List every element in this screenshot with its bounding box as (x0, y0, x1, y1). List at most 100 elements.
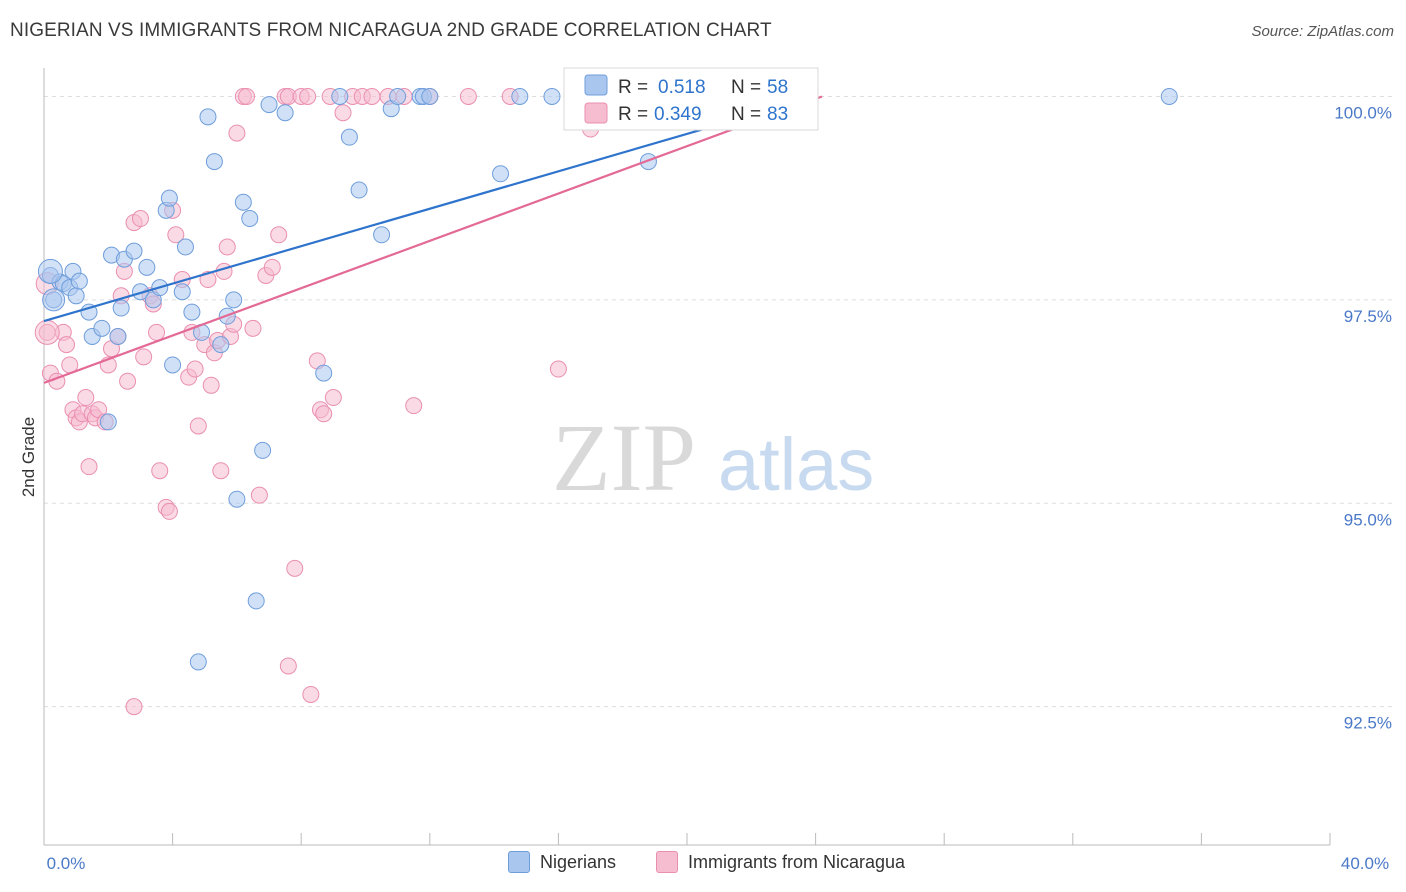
point-nigerians (70, 272, 88, 290)
point-nicaragua (189, 417, 207, 435)
point-nigerians (212, 336, 230, 354)
point-nicaragua (405, 397, 423, 415)
legend-swatch-nicaragua (584, 102, 608, 124)
point-nigerians (189, 653, 207, 671)
legend-r-label-1: R = (618, 77, 648, 98)
source-credit[interactable]: Source: ZipAtlas.com (1251, 23, 1394, 40)
top-legend: R = 0.518 N = 58 R = 0.349 N = 83 (563, 67, 819, 131)
point-nigerians (639, 153, 657, 171)
point-nigerians (241, 210, 259, 228)
point-nigerians (421, 87, 439, 105)
point-nicaragua (363, 87, 381, 105)
point-nigerians (228, 490, 246, 508)
legend-item-nicaragua[interactable]: Immigrants from Nicaragua (656, 851, 905, 873)
trendline-nicaragua (43, 95, 823, 384)
point-nicaragua (315, 405, 333, 423)
point-nigerians (99, 413, 117, 431)
point-nicaragua (80, 458, 98, 476)
point-nigerians (331, 87, 349, 105)
point-nicaragua (334, 104, 352, 122)
point-nigerians (225, 291, 243, 309)
point-nicaragua (186, 360, 204, 378)
point-nicaragua (299, 87, 317, 105)
point-nicaragua (459, 87, 477, 105)
watermark-zip: ZIP (552, 404, 696, 511)
point-nigerians (511, 87, 529, 105)
legend-label-nigerians: Nigerians (540, 851, 617, 872)
point-nigerians (1160, 87, 1178, 105)
point-nigerians (205, 153, 223, 171)
point-nicaragua (302, 685, 320, 703)
legend-swatch-nicaragua-bottom (656, 851, 678, 873)
point-nigerians (183, 303, 201, 321)
watermark-atlas: atlas (718, 423, 874, 506)
point-nigerians (93, 319, 111, 337)
point-nigerians-cluster (42, 288, 66, 312)
y-tick-label: 97.5% (1344, 307, 1392, 326)
point-nigerians (543, 87, 561, 105)
trendline-nigerians (43, 95, 816, 323)
point-nicaragua (218, 238, 236, 256)
point-nigerians-cluster (37, 258, 63, 284)
point-nicaragua (77, 389, 95, 407)
chart-title: NIGERIAN VS IMMIGRANTS FROM NICARAGUA 2N… (10, 20, 772, 41)
point-nicaragua (119, 372, 137, 390)
point-nigerians (109, 327, 127, 345)
y-axis-tick-labels: 92.5% 95.0% 97.5% 100.0% (1334, 103, 1392, 732)
point-nicaragua (160, 502, 178, 520)
x-axis-ticks (43, 833, 1331, 845)
point-nicaragua-cluster (34, 319, 60, 345)
point-nigerians (276, 104, 294, 122)
point-nicaragua (125, 698, 143, 716)
point-nigerians (315, 364, 333, 382)
legend-r-value-2: 0.349 (654, 104, 702, 125)
point-nigerians (254, 441, 272, 459)
x-tick-label-max: 40.0% (1341, 854, 1389, 873)
point-nicaragua (135, 348, 153, 366)
point-nicaragua (279, 657, 297, 675)
point-nicaragua (228, 124, 246, 142)
y-tick-label: 92.5% (1344, 714, 1392, 733)
legend-n-value-1: 58 (767, 77, 788, 98)
point-nicaragua (549, 360, 567, 378)
legend-n-label-1: N = (731, 77, 761, 98)
y-axis-label: 2nd Grade (19, 417, 38, 497)
legend-n-label-2: N = (731, 104, 761, 125)
point-nigerians (125, 242, 143, 260)
point-nicaragua (263, 258, 281, 276)
point-nicaragua (148, 323, 166, 341)
point-nicaragua (324, 389, 342, 407)
point-nicaragua (202, 376, 220, 394)
point-nicaragua (131, 210, 149, 228)
point-nigerians (176, 238, 194, 256)
point-nigerians (373, 226, 391, 244)
point-nigerians (173, 283, 191, 301)
bottom-legend: Nigerians Immigrants from Nicaragua (0, 851, 1406, 879)
point-nigerians (350, 181, 368, 199)
legend-swatch-nigerians (584, 74, 608, 96)
trend-lines (43, 95, 823, 384)
point-nicaragua (244, 319, 262, 337)
legend-item-nigerians[interactable]: Nigerians (508, 851, 616, 873)
y-tick-label: 95.0% (1344, 510, 1392, 529)
legend-r-label-2: R = (618, 104, 648, 125)
point-nigerians (389, 87, 407, 105)
point-nigerians (340, 128, 358, 146)
series-nicaragua-points (34, 87, 638, 716)
legend-swatch-nigerians-bottom (508, 851, 530, 873)
point-nigerians (160, 189, 178, 207)
point-nicaragua (167, 226, 185, 244)
point-nigerians (164, 356, 182, 374)
point-nigerians (112, 299, 130, 317)
watermark: ZIP atlas (552, 404, 874, 511)
point-nigerians (260, 96, 278, 114)
point-nigerians (234, 193, 252, 211)
point-nicaragua (151, 462, 169, 480)
point-nicaragua (212, 462, 230, 480)
point-nicaragua (270, 226, 288, 244)
point-nicaragua (238, 87, 256, 105)
legend-r-value-1: 0.518 (658, 77, 706, 98)
x-tick-label-min: 0.0% (47, 854, 86, 873)
legend-n-value-2: 83 (767, 104, 788, 125)
